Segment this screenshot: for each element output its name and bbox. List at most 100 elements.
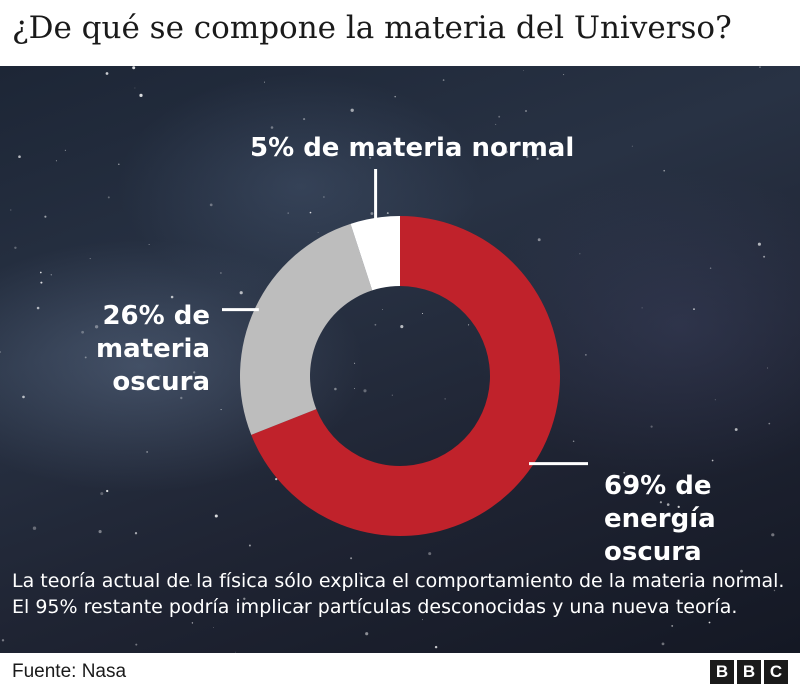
slice-materia-normal	[350, 216, 400, 291]
star	[275, 477, 278, 481]
star	[100, 492, 104, 496]
star	[18, 155, 21, 159]
star	[631, 145, 634, 147]
star	[322, 196, 325, 198]
label-materia-normal-line1: 5% de materia normal	[250, 133, 575, 163]
star	[22, 395, 25, 399]
star	[0, 351, 2, 353]
star	[214, 514, 218, 518]
star	[300, 606, 304, 609]
star	[350, 108, 354, 112]
leader-lines	[222, 169, 588, 466]
star	[381, 308, 383, 310]
star	[693, 308, 695, 310]
label-materia-normal: 5% de materia normal	[250, 132, 574, 165]
star	[94, 325, 99, 329]
star	[663, 169, 666, 172]
bbc-logo-letter: B	[710, 660, 734, 684]
star	[374, 323, 377, 326]
star	[421, 619, 424, 621]
star	[220, 409, 222, 411]
star	[84, 356, 87, 359]
star	[365, 632, 369, 636]
star-field	[0, 66, 776, 653]
star	[134, 532, 138, 535]
star	[563, 74, 565, 76]
star	[118, 163, 120, 166]
star	[191, 622, 194, 624]
star	[495, 123, 497, 125]
star	[264, 81, 265, 83]
star	[239, 291, 243, 295]
star	[671, 624, 674, 627]
star	[661, 642, 665, 646]
star	[524, 109, 528, 113]
star	[369, 156, 372, 159]
star	[768, 422, 771, 425]
star	[523, 70, 524, 71]
star	[209, 203, 213, 207]
star	[354, 362, 356, 364]
star	[659, 501, 662, 504]
star	[468, 324, 470, 326]
star	[1, 639, 5, 642]
star	[309, 211, 312, 214]
star	[677, 505, 680, 509]
star	[148, 244, 150, 245]
star	[623, 472, 625, 474]
star	[709, 267, 712, 269]
star	[98, 530, 102, 534]
star	[641, 307, 643, 309]
star	[537, 238, 541, 242]
star	[428, 552, 432, 556]
star	[734, 428, 738, 431]
star	[107, 196, 110, 199]
star	[36, 306, 40, 310]
star	[193, 371, 196, 374]
star	[64, 149, 66, 151]
star	[39, 271, 42, 274]
star	[527, 575, 529, 578]
star	[711, 459, 714, 462]
star	[536, 157, 539, 160]
star	[475, 148, 478, 152]
star	[708, 621, 711, 624]
star	[354, 388, 355, 390]
star	[235, 651, 237, 653]
donut-chart	[0, 66, 776, 653]
label-materia-oscura: 26% de materia oscura	[20, 300, 210, 399]
star	[81, 330, 84, 334]
star	[444, 398, 446, 400]
star	[61, 582, 63, 584]
star	[334, 387, 337, 391]
slice-energia-oscura	[251, 216, 560, 536]
bbc-logo: B B C	[710, 660, 788, 684]
star	[248, 544, 251, 547]
star	[771, 533, 775, 537]
star	[40, 281, 43, 284]
star	[757, 242, 761, 246]
star	[350, 557, 353, 560]
star	[105, 72, 109, 75]
star	[44, 215, 47, 218]
star	[740, 569, 743, 573]
star	[243, 597, 246, 600]
star	[180, 396, 183, 400]
star	[525, 155, 529, 158]
star	[650, 425, 653, 428]
explanatory-note: La teoría actual de la física sólo expli…	[12, 570, 785, 618]
star	[220, 272, 222, 274]
label-materia-oscura-line1: 26% de	[102, 301, 210, 331]
star	[434, 645, 438, 649]
star	[14, 246, 17, 249]
star	[421, 312, 424, 315]
label-energia-oscura: 69% de energía oscura	[604, 470, 794, 569]
star	[585, 354, 587, 356]
star	[202, 343, 204, 345]
star	[386, 212, 389, 215]
donut-slices	[240, 216, 560, 536]
star	[10, 209, 12, 211]
star	[89, 258, 91, 260]
star	[55, 160, 57, 162]
star	[139, 93, 143, 98]
